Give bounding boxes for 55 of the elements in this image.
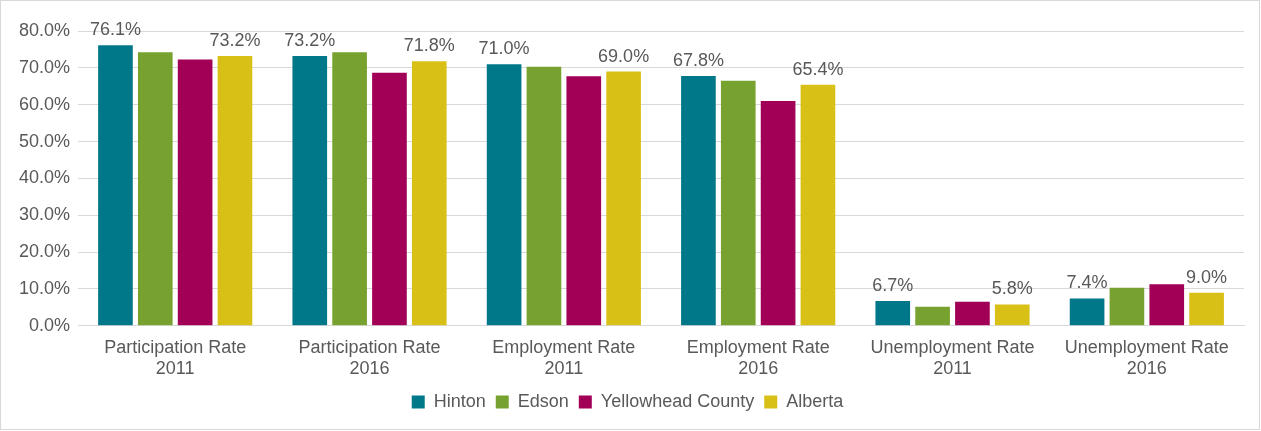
- bar: [915, 306, 950, 326]
- data-label: 69.0%: [598, 45, 650, 66]
- bar: [98, 45, 133, 326]
- x-tick-label: Participation Rate 2016: [298, 336, 441, 379]
- y-tick-label: 70.0%: [18, 56, 71, 77]
- legend-label: Edson: [517, 390, 569, 411]
- data-label: 76.1%: [89, 19, 141, 40]
- bar: [994, 304, 1030, 326]
- bar: [332, 52, 367, 326]
- legend-label: Yellowhead County: [600, 390, 755, 411]
- data-label: 7.4%: [1066, 272, 1108, 293]
- data-label: 6.7%: [872, 275, 914, 296]
- bar: [177, 59, 213, 326]
- bar: [372, 72, 407, 326]
- bar: [875, 301, 911, 326]
- bar: [800, 84, 836, 326]
- data-label: 71.8%: [403, 35, 455, 56]
- x-tick-label: Participation Rate 2011: [104, 336, 247, 379]
- bar: [955, 301, 990, 326]
- bar: [292, 56, 328, 326]
- data-label: 9.0%: [1186, 266, 1228, 287]
- bar: [566, 76, 602, 326]
- bar: [606, 71, 641, 326]
- legend-label: Hinton: [433, 390, 486, 411]
- x-tick-label: Unemployment Rate 2016: [1064, 336, 1229, 379]
- bar: [1069, 298, 1105, 326]
- data-label: 73.2%: [284, 30, 336, 51]
- data-label: 65.4%: [792, 58, 844, 79]
- bar: [1109, 287, 1145, 326]
- bar: [217, 56, 253, 326]
- x-tick-label: Employment Rate 2016: [686, 336, 830, 379]
- bar: [486, 64, 522, 326]
- y-tick-label: 80.0%: [18, 19, 71, 40]
- y-tick-label: 50.0%: [18, 130, 71, 151]
- bar: [720, 80, 756, 326]
- y-tick-label: 40.0%: [18, 167, 71, 188]
- bar: [1189, 292, 1224, 326]
- data-label: 73.2%: [209, 30, 261, 51]
- bar: [526, 66, 562, 326]
- y-tick-label: 10.0%: [18, 277, 71, 298]
- data-label: 5.8%: [991, 278, 1033, 299]
- y-tick-label: 0.0%: [29, 314, 71, 335]
- y-tick-label: 30.0%: [18, 204, 71, 225]
- bar: [137, 52, 173, 326]
- data-label: 67.8%: [672, 49, 724, 70]
- bar: [1149, 284, 1185, 326]
- bar: [411, 61, 447, 326]
- legend-label: Alberta: [786, 390, 845, 411]
- bar: [760, 101, 796, 326]
- y-tick-label: 60.0%: [18, 93, 71, 114]
- bar: [681, 75, 716, 326]
- y-tick-label: 20.0%: [18, 241, 71, 262]
- x-tick-label: Employment Rate 2011: [492, 336, 636, 379]
- data-label: 71.0%: [478, 38, 530, 59]
- x-tick-label: Unemployment Rate 2011: [870, 336, 1035, 379]
